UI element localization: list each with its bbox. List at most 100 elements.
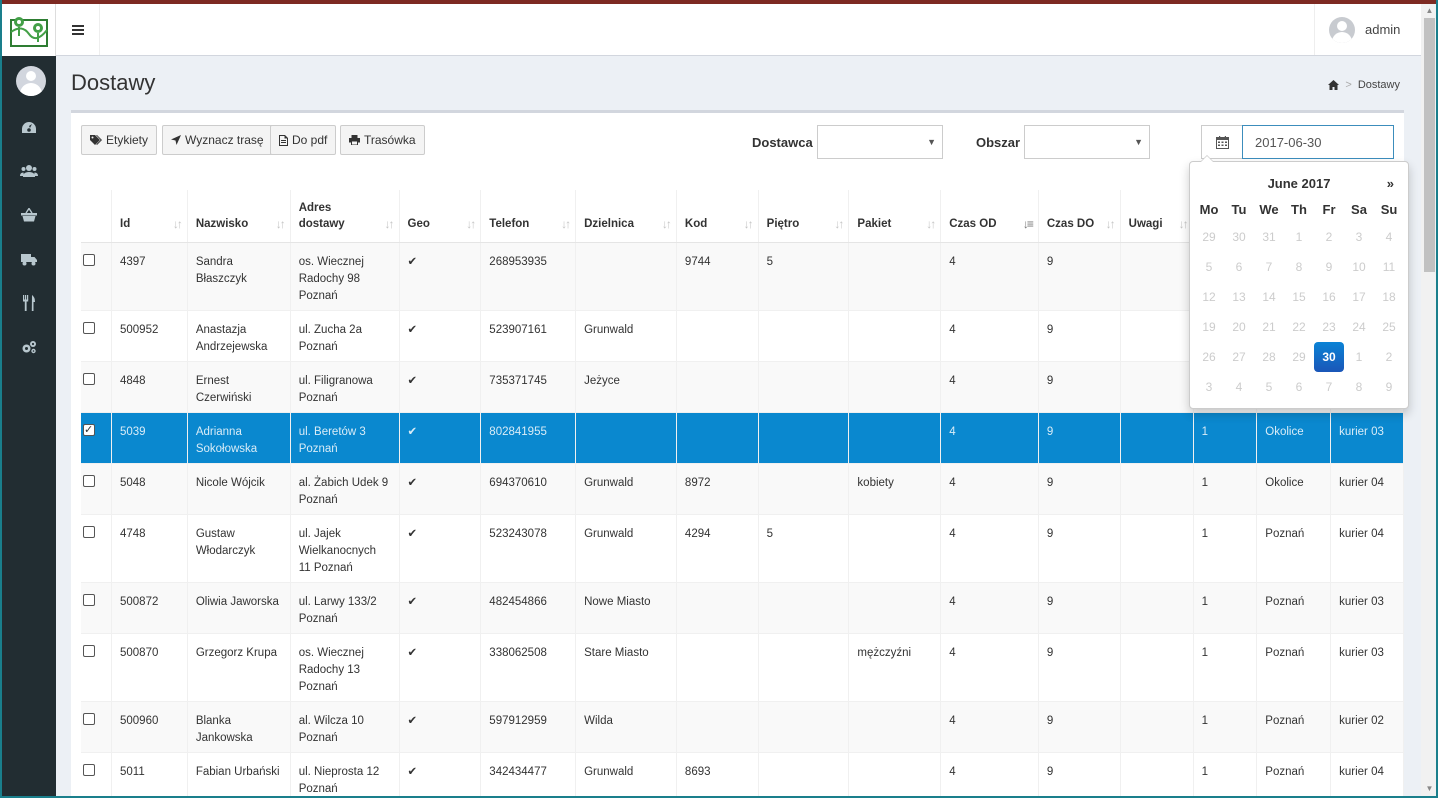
datepicker-day[interactable]: 8 [1355, 380, 1363, 394]
sidebar-item-dashboard[interactable] [2, 110, 56, 146]
datepicker-day[interactable]: 24 [1352, 320, 1366, 334]
page-scrollbar[interactable]: ▲ ▼ [1421, 4, 1436, 796]
date-addon[interactable] [1201, 125, 1243, 159]
datepicker-day[interactable]: 23 [1322, 320, 1336, 334]
area-select[interactable]: ▼ [1024, 125, 1150, 159]
table-row[interactable]: 4848 Ernest Czerwiński ul. Filigranowa Poz… [81, 360, 1404, 412]
row-checkbox[interactable] [83, 474, 95, 487]
sidebar-item-deliveries[interactable] [2, 241, 56, 277]
column-header-time-from[interactable]: Czas OD ↓≡ [940, 190, 1039, 243]
datepicker-day[interactable]: 17 [1352, 290, 1366, 304]
datepicker-day[interactable]: 5 [1205, 260, 1213, 274]
table-row[interactable]: 500872 Oliwia Jaworska ul. Larwy 133/2 Poz… [81, 581, 1404, 633]
datepicker-day[interactable]: 29 [1202, 230, 1216, 244]
scroll-thumb[interactable] [1424, 18, 1435, 272]
datepicker-day[interactable]: 27 [1232, 350, 1246, 364]
datepicker-day[interactable]: 19 [1202, 320, 1216, 334]
row-checkbox[interactable] [83, 712, 95, 725]
datepicker-day[interactable]: 16 [1322, 290, 1336, 304]
column-header-package[interactable]: Pakiet ↓↑ [848, 190, 942, 243]
file-pdf-icon [279, 134, 288, 146]
row-checkbox[interactable] [83, 372, 95, 385]
supplier-select[interactable]: ▼ [817, 125, 943, 159]
datepicker-day[interactable]: 10 [1352, 260, 1366, 274]
sort-icon: ↓↑ [561, 216, 571, 231]
cell-extra-3: kurier 02 [1330, 700, 1404, 752]
column-header-district[interactable]: Dzielnica ↓↑ [575, 190, 677, 243]
datepicker-day[interactable]: 2 [1325, 230, 1333, 244]
datepicker-day[interactable]: 14 [1262, 290, 1276, 304]
column-header-code[interactable]: Kod ↓↑ [676, 190, 759, 243]
table-row[interactable]: 500870 Grzegorz Krupa os. Wiecznej Radochy… [81, 632, 1404, 701]
datepicker-day[interactable]: 7 [1325, 380, 1333, 394]
datepicker-day[interactable]: 11 [1382, 260, 1396, 274]
scroll-down-arrow[interactable]: ▼ [1425, 784, 1434, 793]
datepicker-day[interactable]: 4 [1235, 380, 1243, 394]
datepicker-day[interactable]: 18 [1382, 290, 1396, 304]
datepicker-day[interactable]: 21 [1262, 320, 1276, 334]
table-row[interactable]: 500960 Blanka Jankowska al. Wilcza 10 Pozn… [81, 700, 1404, 752]
table-row[interactable]: 5011 Fabian Urbański ul. Nieprosta 12 Pozn… [81, 751, 1404, 796]
datepicker-day[interactable]: 3 [1205, 380, 1213, 394]
route-button[interactable]: Wyznacz trasę [162, 125, 273, 155]
table-row[interactable]: 5048 Nicole Wójcik al. Żabich Udek 9 Pozna… [81, 462, 1404, 514]
column-header-phone[interactable]: Telefon ↓↑ [480, 190, 577, 243]
datepicker-day[interactable]: 12 [1202, 290, 1216, 304]
column-header-notes[interactable]: Uwagi ↓↑ [1120, 190, 1194, 243]
datepicker-day[interactable]: 4 [1385, 230, 1393, 244]
datepicker-day[interactable]: 1 [1355, 350, 1363, 364]
datepicker-day[interactable]: 2 [1385, 350, 1393, 364]
datepicker-day[interactable]: 6 [1295, 380, 1303, 394]
datepicker-day[interactable]: 3 [1355, 230, 1363, 244]
column-header-time-to[interactable]: Czas DO ↓↑ [1038, 190, 1121, 243]
sidebar-item-meals[interactable] [2, 285, 56, 321]
datepicker-day[interactable]: 5 [1265, 380, 1273, 394]
sidebar-item-settings[interactable] [2, 329, 56, 365]
sidebar-item-orders[interactable] [2, 197, 56, 233]
table-row[interactable]: 4748 Gustaw Włodarczyk ul. Jajek Wielkanoc… [81, 513, 1404, 582]
cell-phone: 597912959 [480, 700, 577, 752]
row-checkbox[interactable] [83, 644, 95, 657]
route-sheet-button[interactable]: Trasówka [340, 125, 425, 155]
datepicker-month-title[interactable]: June 2017 [1267, 175, 1331, 191]
datepicker-day[interactable]: 7 [1265, 260, 1273, 274]
row-checkbox[interactable] [83, 321, 95, 334]
column-header-surname[interactable]: Nazwisko ↓↑ [187, 190, 291, 243]
datepicker-day[interactable]: 25 [1382, 320, 1396, 334]
date-input[interactable] [1242, 125, 1394, 159]
datepicker-day[interactable]: 9 [1325, 260, 1333, 274]
datepicker-day[interactable]: 1 [1295, 230, 1303, 244]
row-checkbox[interactable] [83, 253, 95, 266]
datepicker-day[interactable]: 13 [1232, 290, 1246, 304]
datepicker-day-active[interactable]: 30 [1314, 342, 1344, 372]
datepicker-next-button[interactable]: » [1386, 175, 1394, 191]
column-header-floor[interactable]: Piętro ↓↑ [758, 190, 850, 243]
row-checkbox[interactable] [83, 525, 95, 538]
user-menu[interactable]: admin [1314, 4, 1436, 55]
datepicker-day[interactable]: 26 [1202, 350, 1216, 364]
row-checkbox[interactable] [83, 422, 95, 439]
datepicker-day[interactable]: 28 [1262, 350, 1276, 364]
row-checkbox[interactable] [83, 593, 95, 606]
column-header-id[interactable]: Id ↓↑ [111, 190, 188, 243]
datepicker-day[interactable]: 8 [1295, 260, 1303, 274]
datepicker-day[interactable]: 30 [1232, 230, 1246, 244]
sidebar-item-users[interactable] [2, 153, 56, 189]
labels-button[interactable]: Etykiety [81, 125, 158, 155]
app-logo[interactable] [2, 4, 56, 56]
scroll-up-arrow[interactable]: ▲ [1425, 6, 1434, 15]
row-checkbox[interactable] [83, 763, 95, 776]
column-header-geo[interactable]: Geo ↓↑ [399, 190, 482, 243]
datepicker-day[interactable]: 15 [1292, 290, 1306, 304]
home-icon[interactable] [1328, 80, 1340, 90]
datepicker-day[interactable]: 20 [1232, 320, 1246, 334]
datepicker-day[interactable]: 22 [1292, 320, 1306, 334]
column-header-address[interactable]: Adres dostawy ↓↑ [290, 190, 400, 243]
pdf-button[interactable]: Do pdf [270, 125, 337, 155]
datepicker-day[interactable]: 31 [1262, 230, 1276, 244]
datepicker-day[interactable]: 9 [1385, 380, 1393, 394]
datepicker-day[interactable]: 6 [1235, 260, 1243, 274]
datepicker-day[interactable]: 29 [1292, 350, 1306, 364]
sidebar-toggle-button[interactable] [56, 4, 100, 55]
